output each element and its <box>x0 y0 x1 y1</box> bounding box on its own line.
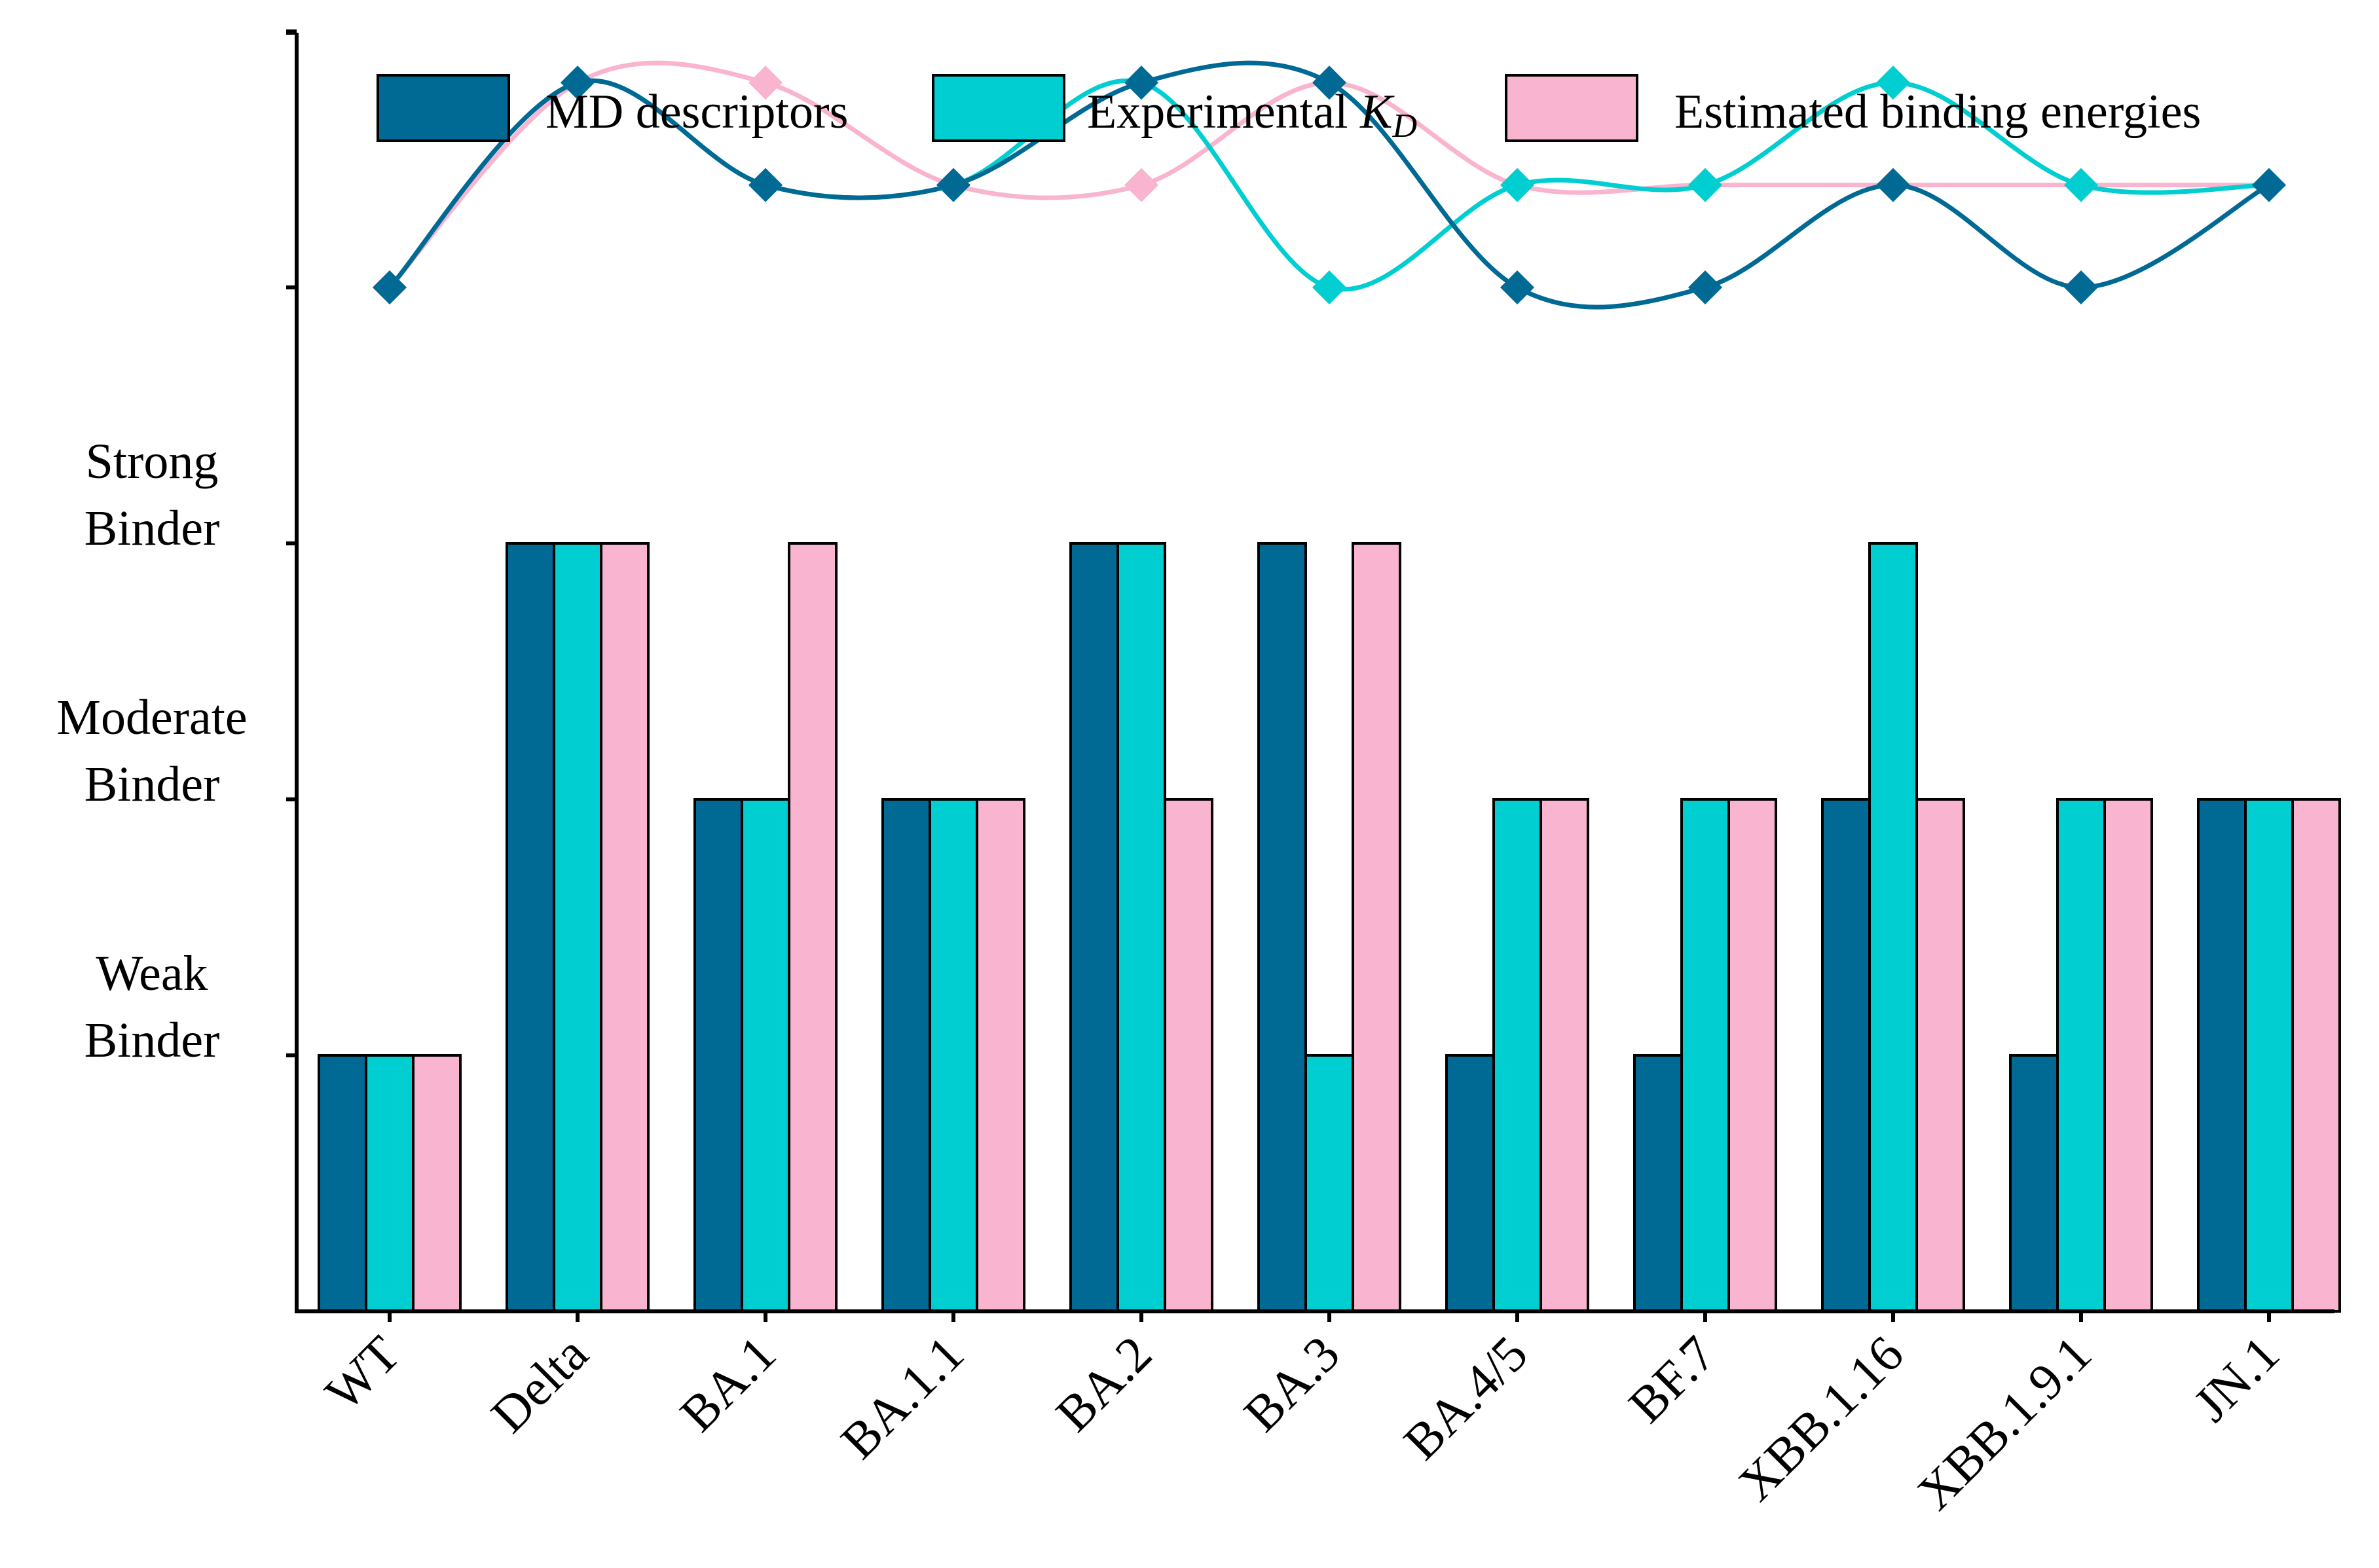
bar-1-BA.1 <box>741 798 790 1313</box>
trend-marker-0-Delta <box>561 65 595 100</box>
bar-1-XBB.1.9.1 <box>2056 798 2106 1313</box>
legend-swatch-exp <box>932 74 1065 142</box>
bar-0-BA.1.1 <box>881 798 931 1313</box>
trend-marker-0-BA.2 <box>1124 65 1158 100</box>
legend-swatch-energy <box>1505 74 1638 142</box>
x-label-BA.4/5: BA.4/5 <box>1393 1325 1538 1470</box>
bar-1-BA.1.1 <box>929 798 978 1313</box>
bar-2-BA.1.1 <box>976 798 1025 1313</box>
trend-marker-1-XBB.1.16 <box>1876 65 1910 100</box>
bar-0-JN.1 <box>2197 798 2247 1313</box>
bar-0-XBB.1.9.1 <box>2009 1054 2059 1313</box>
bar-1-BA.3 <box>1304 1054 1354 1313</box>
bar-2-BA.3 <box>1352 542 1401 1313</box>
trend-marker-1-BA.4/5 <box>1500 168 1534 202</box>
bar-1-JN.1 <box>2244 798 2294 1313</box>
bar-2-WT <box>412 1054 462 1313</box>
bar-0-Delta <box>506 542 555 1313</box>
bar-0-BA.4/5 <box>1445 1054 1495 1313</box>
trend-marker-1-BA.3 <box>1312 270 1346 304</box>
y-label-2-line2: Binder <box>84 501 220 556</box>
axes-layer <box>286 29 2334 1322</box>
legend-swatch-md <box>377 74 510 142</box>
trend-lines-layer <box>373 60 2286 310</box>
y-label-0: Weak Binder <box>84 946 220 1068</box>
bar-2-XBB.1.9.1 <box>2103 798 2153 1313</box>
x-label-XBB.1.9.1: XBB.1.9.1 <box>1906 1325 2102 1521</box>
legend: MD descriptors Experimental KD Estimated… <box>377 74 2201 145</box>
bar-2-BF.7 <box>1727 798 1777 1313</box>
y-label-1: Moderate Binder <box>56 690 247 812</box>
trend-marker-1-BF.7 <box>1688 168 1722 202</box>
x-label-BA.1: BA.1 <box>669 1325 787 1443</box>
bar-1-BA.2 <box>1116 542 1166 1313</box>
bar-0-BA.1 <box>693 798 743 1313</box>
trend-marker-0-JN.1 <box>2252 168 2286 202</box>
y-tick-labels: Weak Binder Moderate Binder Strong Binder <box>56 434 247 1068</box>
trend-marker-0-BF.7 <box>1688 270 1722 304</box>
x-label-BA.2: BA.2 <box>1045 1325 1163 1443</box>
bar-0-WT <box>318 1054 367 1313</box>
trend-marker-0-XBB.1.9.1 <box>2064 270 2098 304</box>
legend-label-exp-main: Experimental <box>1087 85 1360 139</box>
bar-1-WT <box>365 1054 415 1313</box>
trend-marker-0-BA.4/5 <box>1500 270 1534 304</box>
trend-marker-0-BA.3 <box>1312 65 1346 100</box>
bar-2-Delta <box>600 542 650 1313</box>
bar-2-XBB.1.16 <box>1915 798 1965 1313</box>
trend-marker-0-BA.1.1 <box>936 168 970 202</box>
x-label-XBB.1.16: XBB.1.16 <box>1727 1325 1914 1512</box>
trend-marker-2-BA.1 <box>748 65 783 100</box>
y-label-1-line1: Moderate <box>56 690 247 745</box>
x-label-BA.3: BA.3 <box>1233 1325 1351 1443</box>
y-label-2-line1: Strong <box>86 434 219 489</box>
legend-label-exp: Experimental KD <box>1087 85 1417 145</box>
y-label-0-line1: Weak <box>96 946 208 1001</box>
bar-0-BF.7 <box>1633 1054 1683 1313</box>
legend-label-exp-k: K <box>1359 85 1395 139</box>
x-label-JN.1: JN.1 <box>2183 1325 2290 1432</box>
bar-1-BF.7 <box>1680 798 1730 1313</box>
x-label-WT: WT <box>314 1325 411 1421</box>
legend-label-exp-sub: D <box>1392 107 1417 145</box>
bar-2-BA.4/5 <box>1540 798 1589 1313</box>
bars-layer <box>318 542 2341 1313</box>
trend-line-2 <box>388 60 2269 289</box>
y-label-2: Strong Binder <box>84 434 220 556</box>
bar-2-BA.1 <box>788 542 838 1313</box>
x-label-BF.7: BF.7 <box>1617 1325 1726 1434</box>
trend-marker-1-XBB.1.9.1 <box>2064 168 2098 202</box>
x-tick-labels: WT Delta BA.1 BA.1.1 BA.2 BA.3 BA.4/5 BF.7 XBB.1… <box>314 1325 2290 1521</box>
bar-1-Delta <box>553 542 602 1313</box>
x-label-Delta: Delta <box>480 1325 599 1444</box>
bar-0-XBB.1.16 <box>1821 798 1871 1313</box>
bar-0-BA.3 <box>1257 542 1307 1313</box>
bar-0-BA.2 <box>1069 542 1119 1313</box>
trend-marker-2-BA.2 <box>1124 168 1158 202</box>
bar-2-JN.1 <box>2291 798 2341 1313</box>
y-label-1-line2: Binder <box>84 757 220 812</box>
x-label-BA.1.1: BA.1.1 <box>830 1325 974 1470</box>
trend-marker-0-BA.1 <box>748 168 783 202</box>
bar-2-BA.2 <box>1164 798 1213 1313</box>
bar-1-XBB.1.16 <box>1868 542 1918 1313</box>
bar-1-BA.4/5 <box>1492 798 1542 1313</box>
legend-label-md: MD descriptors <box>545 85 848 139</box>
legend-label-energy: Estimated binding energies <box>1674 85 2201 139</box>
y-label-0-line2: Binder <box>84 1013 220 1068</box>
trend-marker-0-XBB.1.16 <box>1876 168 1910 202</box>
trend-marker-0-WT <box>373 270 407 304</box>
